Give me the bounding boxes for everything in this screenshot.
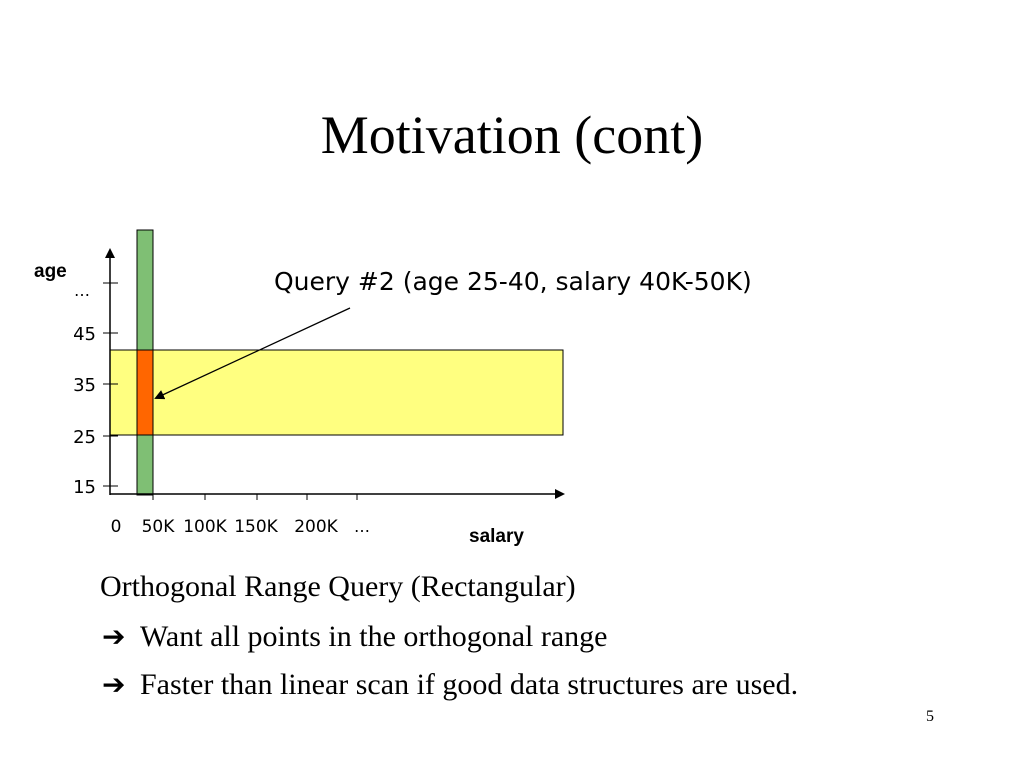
y-tick-marks — [103, 282, 118, 487]
x-tick-label: 50K — [142, 517, 176, 537]
query-callout-arrow — [154, 307, 351, 400]
right-arrow-icon: ➔ — [102, 620, 126, 653]
bullet-item: ➔ Want all points in the orthogonal rang… — [100, 620, 940, 654]
x-tick-label: … — [354, 517, 370, 536]
bullet-text: Faster than linear scan if good data str… — [140, 668, 799, 701]
y-axis-label: age — [34, 261, 67, 282]
age-range-band — [109, 349, 564, 436]
query-intersection — [136, 349, 154, 436]
y-tick-label: 25 — [73, 427, 96, 448]
y-tick-label: 45 — [73, 324, 96, 345]
query-callout-label: Query #2 (age 25-40, salary 40K-50K) — [274, 267, 752, 296]
body-heading: Orthogonal Range Query (Rectangular) — [100, 570, 576, 603]
bullet-item: ➔ Faster than linear scan if good data s… — [100, 668, 940, 702]
page-number: 5 — [926, 708, 934, 725]
slide-title: Motivation (cont) — [320, 105, 704, 165]
x-tick-marks — [152, 494, 358, 500]
right-arrow-icon: ➔ — [102, 668, 126, 701]
y-tick-label: 35 — [73, 375, 96, 396]
slide-body: Orthogonal Range Query (Rectangular) ➔ W… — [100, 568, 940, 702]
x-tick-label: 100K — [183, 517, 227, 537]
x-tick-label: 0 — [111, 517, 122, 537]
y-tick-label: … — [74, 281, 90, 300]
x-axis-label: salary — [469, 526, 524, 547]
x-tick-label: 200K — [294, 517, 338, 537]
x-tick-label: 150K — [234, 517, 278, 537]
y-tick-label: 15 — [73, 477, 96, 498]
bullet-text: Want all points in the orthogonal range — [140, 620, 608, 653]
